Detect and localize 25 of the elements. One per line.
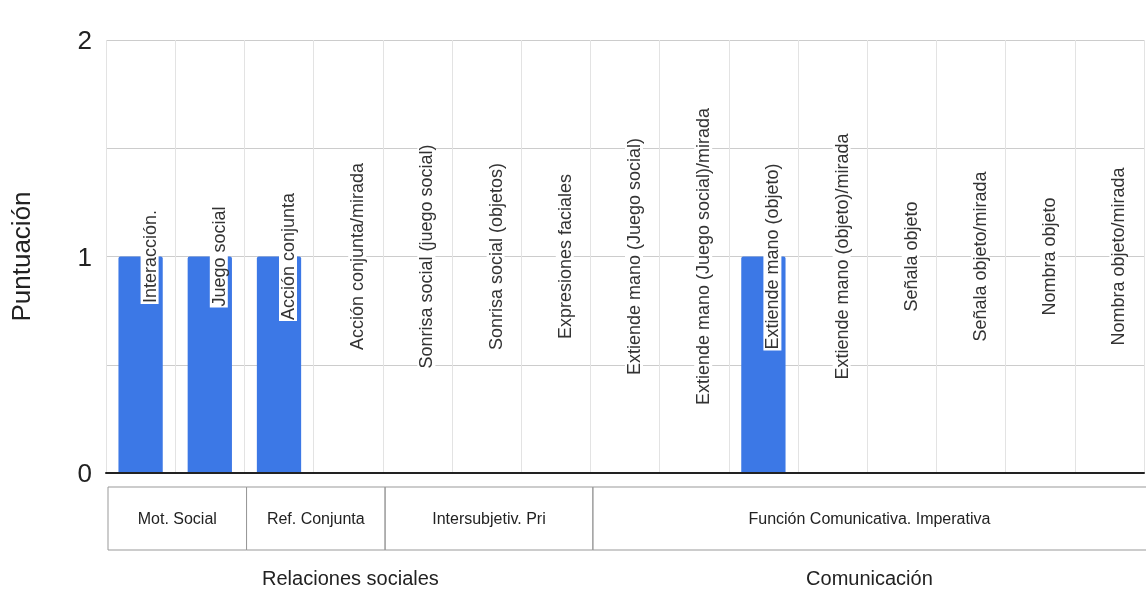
text: Función Comunicativa. Imperativa	[748, 510, 991, 527]
x-tick-label: Nombra objeto	[1039, 197, 1060, 316]
x-tick-label: Sonrisa social (juego social)	[416, 144, 437, 369]
text: Ref. Conjunta	[266, 510, 365, 527]
text: Intersubjetiv. Pri	[432, 510, 546, 527]
x-tick-label: Nombra objeto/mirada	[1108, 166, 1129, 346]
text: Mot. Social	[137, 510, 217, 527]
x-tick-label: Sonrisa social (objetos)	[485, 162, 506, 351]
y-axis-title: Puntuación	[6, 191, 36, 322]
x-tick-label: Señala objeto	[900, 201, 921, 312]
x-tick-label: Acción conjunta/mirada	[347, 161, 368, 351]
text: Comunicación	[806, 567, 933, 589]
x-tick-label: Expresiones faciales	[554, 173, 575, 340]
x-tick-label: Extiende mano (objeto)	[762, 163, 783, 350]
text: Relaciones sociales	[262, 567, 439, 589]
y-tick-label: 0	[77, 458, 92, 488]
x-tick-label: Extiende mano (Juego social)	[624, 137, 644, 376]
x-tick-label: Juego social	[208, 206, 229, 307]
x-tick-label: Extiende mano (objeto)/mirada	[831, 132, 852, 380]
x-tick-label: Señala objeto/mirada	[970, 170, 990, 342]
y-tick-label: 2	[77, 25, 92, 55]
y-tick-label: 1	[77, 241, 92, 272]
x-tick-label: Extiende mano (Juego social)/mirada	[693, 106, 714, 406]
x-tick-label: Interacción.	[139, 209, 160, 304]
x-tick-label: Acción conjunta	[278, 191, 298, 321]
